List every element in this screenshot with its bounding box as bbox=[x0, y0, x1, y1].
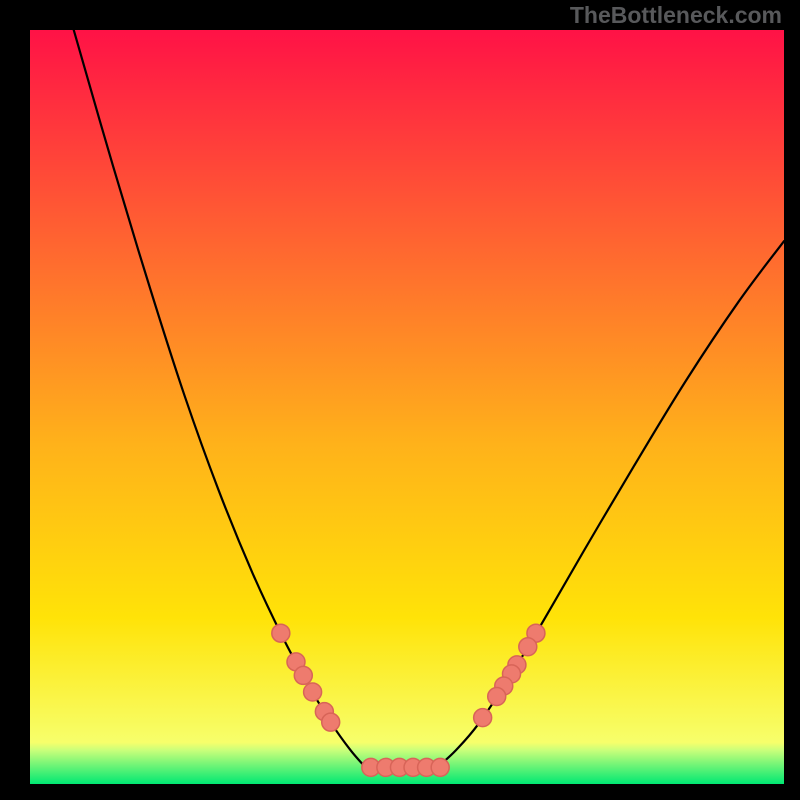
data-marker bbox=[322, 713, 340, 731]
data-marker bbox=[431, 758, 449, 776]
data-marker bbox=[488, 688, 506, 706]
data-marker bbox=[272, 624, 290, 642]
data-marker bbox=[294, 666, 312, 684]
data-marker bbox=[474, 709, 492, 727]
curve-segment bbox=[74, 30, 366, 767]
curve-layer bbox=[30, 30, 784, 784]
plot-area bbox=[30, 30, 784, 784]
data-marker bbox=[519, 638, 537, 656]
chart-container: TheBottleneck.com bbox=[0, 0, 800, 800]
curve-segment bbox=[437, 241, 784, 767]
data-marker bbox=[304, 683, 322, 701]
watermark-text: TheBottleneck.com bbox=[570, 2, 782, 29]
